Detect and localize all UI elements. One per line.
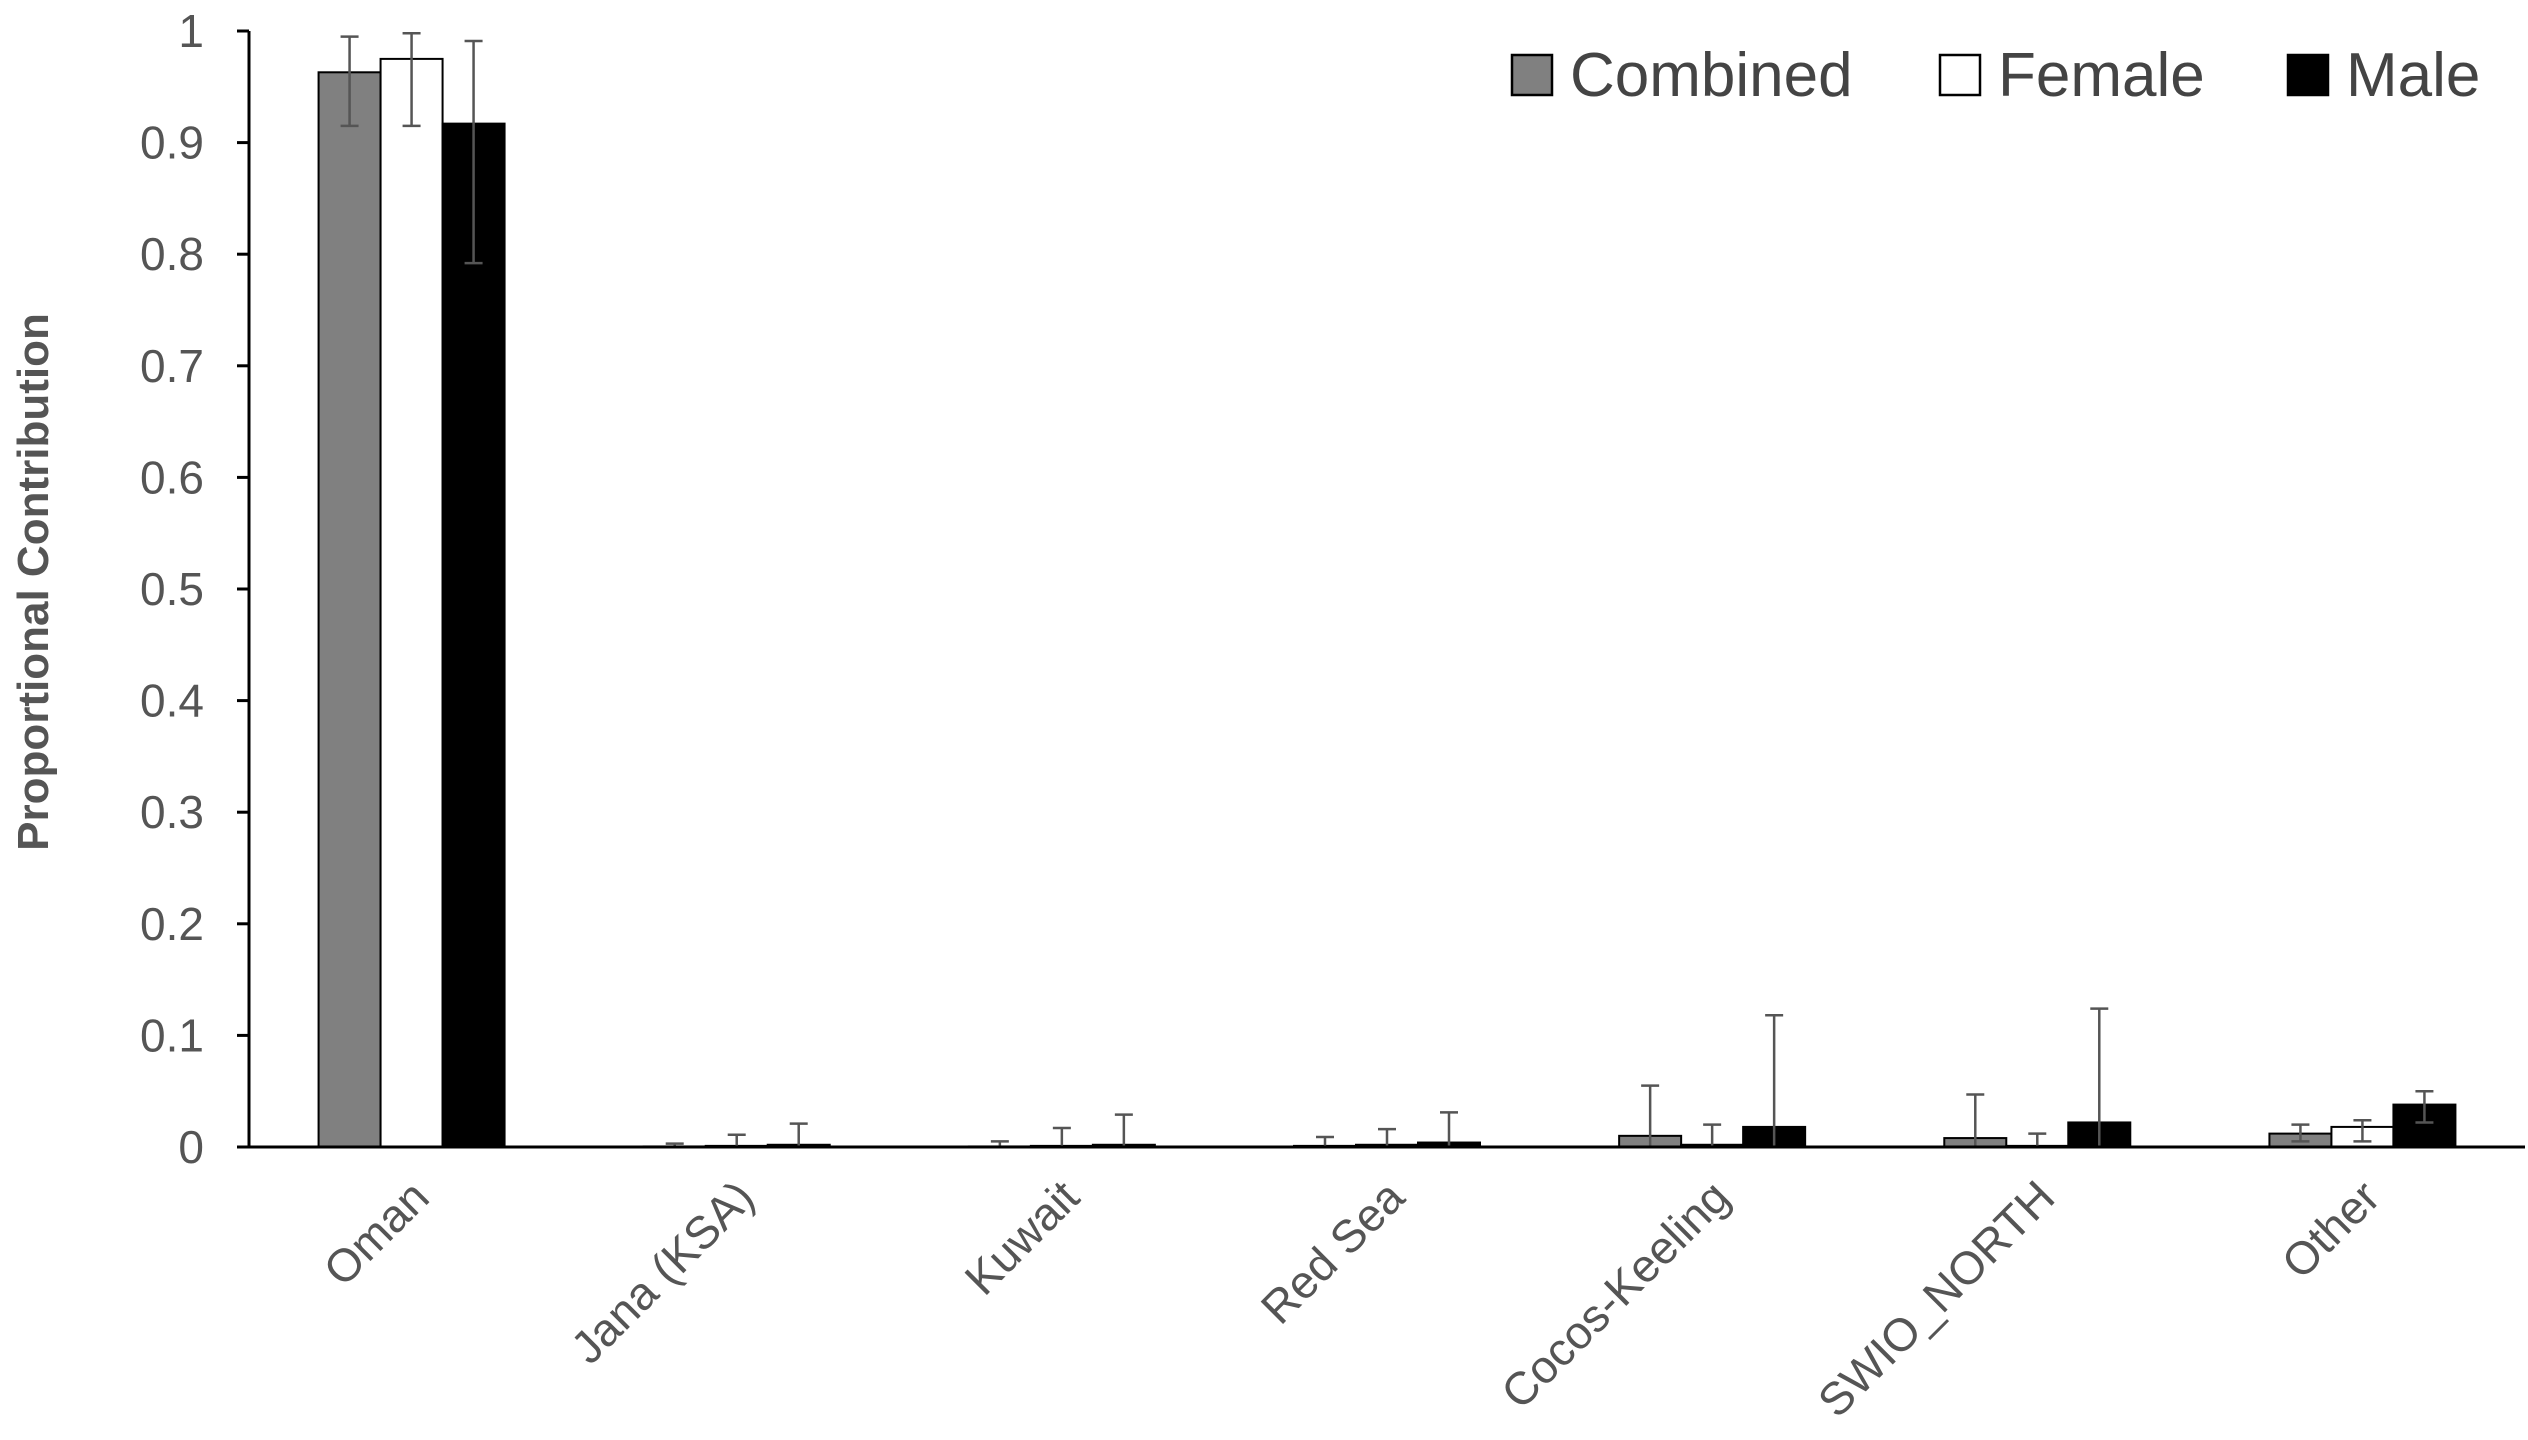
y-axis-ticks: 0 0.1 0.2 0.3 0.4 0.5 0.6 0.7 0.8 0.9 1 bbox=[140, 5, 249, 1173]
y-axis-label: Proportional Contribution bbox=[9, 313, 58, 851]
legend-swatch-male bbox=[2286, 53, 2330, 97]
y-tick-label: 0.5 bbox=[140, 563, 204, 615]
y-tick-label: 0.4 bbox=[140, 675, 204, 727]
y-tick-label: 0.3 bbox=[140, 786, 204, 838]
y-tick-label: 0.2 bbox=[140, 898, 204, 950]
x-category-label: Kuwait bbox=[955, 1170, 1090, 1305]
legend: Combined Female Male bbox=[1510, 41, 2480, 110]
y-tick-label: 0.7 bbox=[140, 340, 204, 392]
y-tick-label: 0.8 bbox=[140, 228, 204, 280]
bar-combined-0 bbox=[317, 71, 382, 1149]
x-category-label: Red Sea bbox=[1251, 1170, 1415, 1334]
legend-label-combined: Combined bbox=[1570, 41, 1853, 110]
legend-label-female: Female bbox=[1998, 41, 2205, 110]
x-category-label: SWIO_NORTH bbox=[1808, 1170, 2065, 1427]
legend-swatch-female bbox=[1938, 53, 1982, 97]
y-tick-label: 0.6 bbox=[140, 451, 204, 503]
x-category-label: Oman bbox=[313, 1170, 438, 1295]
bar-male-0 bbox=[441, 122, 506, 1149]
y-tick-label: 0 bbox=[178, 1121, 204, 1173]
x-category-label: Cocos-Keeling bbox=[1491, 1170, 1739, 1418]
x-axis-categories: Oman Jana (KSA) Kuwait Red Sea Cocos-Keeling… bbox=[313, 1170, 2389, 1427]
y-tick-label: 0.1 bbox=[140, 1009, 204, 1061]
legend-swatch-combined bbox=[1510, 53, 1554, 97]
bars bbox=[317, 57, 2457, 1149]
bar-female-0 bbox=[379, 57, 444, 1148]
legend-label-male: Male bbox=[2346, 41, 2480, 110]
x-category-label: Jana (KSA) bbox=[561, 1170, 764, 1373]
y-tick-label: 1 bbox=[178, 5, 204, 57]
y-tick-label: 0.9 bbox=[140, 117, 204, 169]
x-category-label: Other bbox=[2271, 1170, 2389, 1288]
error-bars bbox=[340, 31, 2434, 1147]
